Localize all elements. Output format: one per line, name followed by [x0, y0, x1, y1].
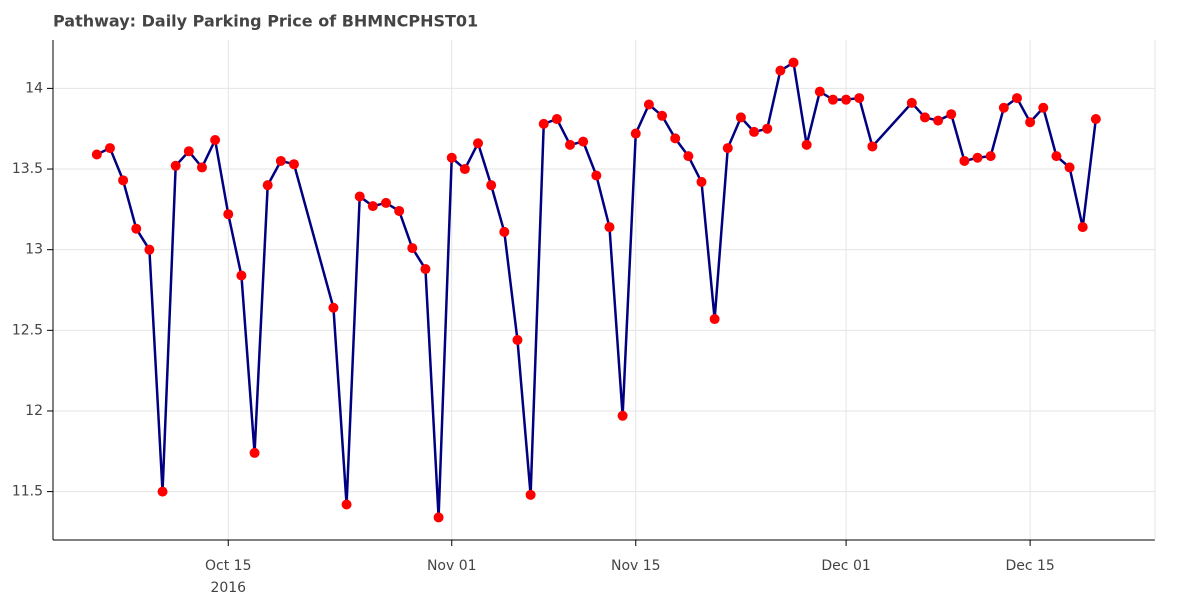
y-tick-label: 13	[25, 242, 43, 258]
point	[578, 136, 589, 147]
point	[236, 270, 247, 281]
point	[854, 93, 865, 104]
point	[328, 302, 339, 313]
point	[1064, 162, 1075, 173]
point	[959, 155, 970, 166]
point	[1025, 117, 1036, 128]
point	[459, 164, 470, 175]
y-tick-label: 11.5	[12, 484, 43, 500]
point	[354, 191, 365, 202]
point	[249, 447, 260, 458]
point	[972, 152, 983, 163]
point	[512, 335, 523, 345]
y-tick-label: 14	[25, 80, 43, 96]
point	[91, 149, 102, 160]
x-tick-label: Oct 15	[205, 558, 251, 574]
point	[551, 114, 562, 125]
point	[946, 109, 957, 120]
point	[381, 197, 392, 208]
y-tick-label: 12.5	[12, 322, 43, 338]
x-tick-label: Nov 15	[611, 558, 661, 574]
point	[144, 244, 155, 255]
point	[683, 151, 694, 162]
point	[420, 264, 431, 275]
x-tick-label: Dec 01	[821, 558, 870, 574]
point	[104, 143, 115, 154]
point	[499, 226, 510, 237]
point	[801, 139, 812, 150]
point	[827, 94, 838, 105]
chart-title: Pathway: Daily Parking Price of BHMNCPHS…	[53, 12, 478, 31]
point	[814, 86, 825, 97]
point	[275, 155, 286, 166]
x-tick-label: Dec 15	[1005, 558, 1054, 574]
point	[1090, 114, 1101, 125]
point	[643, 99, 654, 110]
point	[210, 135, 221, 145]
point	[196, 162, 207, 173]
point	[788, 57, 799, 68]
x-tick-label: Nov 01	[427, 558, 477, 574]
point	[617, 410, 628, 421]
point	[367, 201, 378, 212]
x-tick-sublabel: 2016	[210, 580, 246, 596]
point	[157, 486, 168, 497]
point	[841, 94, 852, 105]
point	[919, 112, 930, 123]
point	[670, 133, 681, 144]
point	[118, 175, 129, 186]
point	[538, 118, 549, 129]
point	[867, 141, 878, 152]
point	[749, 126, 760, 137]
point	[183, 146, 194, 157]
point	[775, 65, 786, 76]
y-tick-label: 13.5	[12, 161, 43, 177]
point	[1077, 222, 1088, 233]
point	[762, 123, 773, 134]
point	[341, 499, 352, 510]
point	[906, 97, 917, 108]
point	[223, 209, 234, 220]
point	[262, 180, 273, 191]
point	[722, 143, 733, 154]
point	[433, 512, 444, 523]
point	[288, 159, 299, 170]
point	[486, 180, 497, 191]
point	[735, 112, 746, 123]
point	[407, 243, 418, 254]
point	[565, 139, 576, 150]
point	[998, 102, 1009, 113]
point	[170, 160, 181, 171]
point	[591, 170, 602, 181]
point	[657, 110, 668, 121]
point	[696, 176, 707, 187]
point	[1038, 102, 1049, 113]
point	[446, 152, 457, 163]
point	[630, 128, 641, 139]
y-tick-label: 12	[25, 403, 43, 419]
series-line	[96, 60, 1098, 518]
point	[933, 115, 944, 126]
point	[985, 151, 996, 162]
point	[131, 223, 142, 234]
point	[1051, 151, 1062, 162]
point	[1011, 93, 1022, 104]
point	[473, 138, 484, 149]
point	[525, 489, 536, 500]
point	[709, 314, 720, 325]
point	[604, 222, 615, 233]
point	[394, 205, 405, 216]
